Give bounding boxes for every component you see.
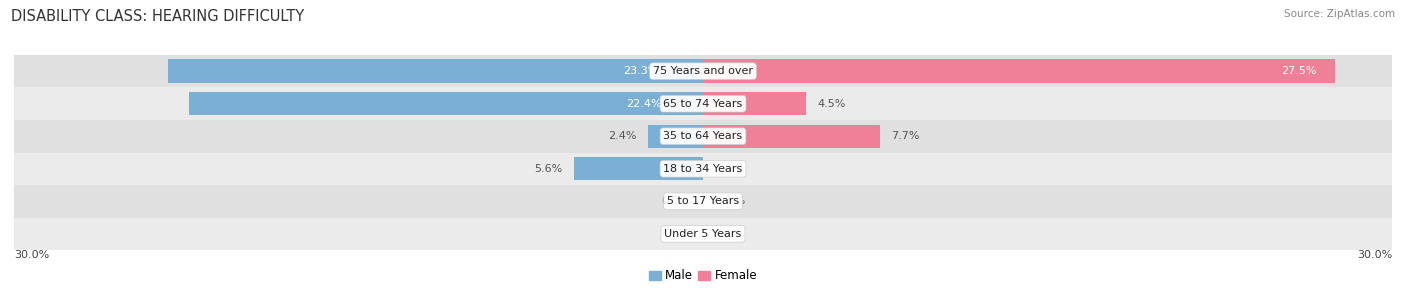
Text: 7.7%: 7.7%: [891, 131, 920, 141]
Bar: [703, 92, 807, 115]
Bar: [575, 157, 703, 181]
Text: 23.3%: 23.3%: [623, 66, 658, 76]
Text: 65 to 74 Years: 65 to 74 Years: [664, 99, 742, 109]
Text: 4.5%: 4.5%: [818, 99, 846, 109]
Text: 5.6%: 5.6%: [534, 164, 562, 174]
Text: 0.0%: 0.0%: [717, 229, 745, 239]
Bar: [188, 92, 703, 115]
Bar: [648, 124, 703, 148]
Text: 0.0%: 0.0%: [661, 229, 689, 239]
Bar: [14, 55, 1392, 88]
Bar: [14, 120, 1392, 152]
Text: 5 to 17 Years: 5 to 17 Years: [666, 196, 740, 206]
Bar: [167, 59, 703, 83]
Text: 75 Years and over: 75 Years and over: [652, 66, 754, 76]
Text: 27.5%: 27.5%: [1281, 66, 1316, 76]
Bar: [14, 88, 1392, 120]
Legend: Male, Female: Male, Female: [644, 265, 762, 287]
Bar: [14, 185, 1392, 217]
Text: Source: ZipAtlas.com: Source: ZipAtlas.com: [1284, 9, 1395, 19]
Text: 18 to 34 Years: 18 to 34 Years: [664, 164, 742, 174]
Bar: [14, 217, 1392, 250]
Text: 0.0%: 0.0%: [717, 196, 745, 206]
Text: 0.0%: 0.0%: [661, 196, 689, 206]
Text: 30.0%: 30.0%: [14, 250, 49, 260]
Bar: [703, 124, 880, 148]
Text: 35 to 64 Years: 35 to 64 Years: [664, 131, 742, 141]
Bar: [14, 152, 1392, 185]
Text: 22.4%: 22.4%: [626, 99, 661, 109]
Text: Under 5 Years: Under 5 Years: [665, 229, 741, 239]
Text: 2.4%: 2.4%: [607, 131, 637, 141]
Text: 0.0%: 0.0%: [717, 164, 745, 174]
Text: 30.0%: 30.0%: [1357, 250, 1392, 260]
Text: DISABILITY CLASS: HEARING DIFFICULTY: DISABILITY CLASS: HEARING DIFFICULTY: [11, 9, 305, 24]
Bar: [703, 59, 1334, 83]
